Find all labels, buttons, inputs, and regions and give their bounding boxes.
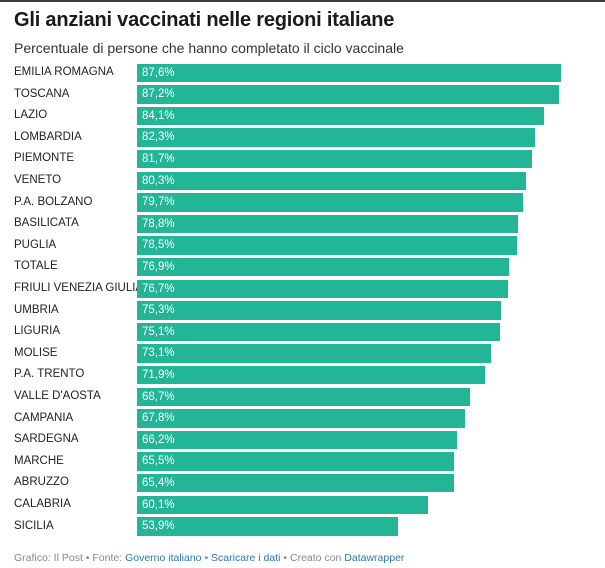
bar <box>137 257 510 277</box>
top-rule <box>0 0 605 2</box>
bar-row: P.A. TRENTO 71,9% <box>0 364 605 386</box>
bar <box>137 279 509 298</box>
footer-credit: Grafico: Il Post • Fonte: <box>14 552 126 564</box>
category-label: SARDEGNA <box>14 433 79 446</box>
value-label: 76,7% <box>142 282 175 295</box>
footer-separator: • <box>201 552 212 564</box>
value-label: 71,9% <box>142 368 175 381</box>
bar-row: BASILICATA 78,8% <box>0 213 605 235</box>
category-label: FRIULI VENEZIA GIULIA <box>14 282 144 294</box>
bar <box>137 365 485 385</box>
bar <box>137 517 398 536</box>
value-label: 79,7% <box>142 196 175 209</box>
category-label: TOTALE <box>14 260 58 273</box>
value-label: 82,3% <box>142 131 175 144</box>
bar-row: MOLISE 73,1% <box>0 343 605 365</box>
bar <box>137 473 454 493</box>
bar-row: LOMBARDIA 82,3% <box>0 127 605 149</box>
category-label: UMBRIA <box>14 303 59 316</box>
bar <box>137 85 560 104</box>
bar-row: UMBRIA 75,3% <box>0 300 605 322</box>
category-label: CAMPANIA <box>14 411 74 424</box>
value-label: 76,9% <box>142 260 175 273</box>
bar <box>137 322 501 342</box>
category-label: LAZIO <box>14 109 48 122</box>
value-label: 78,5% <box>142 239 175 252</box>
bar-chart: EMILIA ROMAGNA 87,6% TOSCANA 87,2% LAZIO 84,1… <box>0 62 605 542</box>
bar <box>137 452 455 471</box>
bar <box>137 236 517 255</box>
category-label: EMILIA ROMAGNA <box>14 66 114 78</box>
bar-row: FRIULI VENEZIA GIULIA 76,7% <box>0 278 605 300</box>
category-label: SICILIA <box>14 519 54 532</box>
bar-row: MARCHE 65,5% <box>0 451 605 473</box>
chart-title: Gli anziani vaccinati nelle regioni ital… <box>14 9 395 31</box>
datawrapper-link[interactable]: Datawrapper <box>344 552 405 564</box>
download-data-link[interactable]: Scaricare i dati <box>211 552 281 564</box>
value-label: 67,8% <box>142 412 175 425</box>
value-label: 87,6% <box>142 66 175 79</box>
chart-footer: Grafico: Il Post • Fonte: Governo italia… <box>14 552 404 564</box>
bar-row: LAZIO 84,1% <box>0 105 605 127</box>
bar-row: CALABRIA 60,1% <box>0 494 605 516</box>
bar <box>137 430 458 450</box>
category-label: LIGURIA <box>14 325 61 338</box>
bar <box>137 171 526 190</box>
bar-row: TOSCANA 87,2% <box>0 84 605 106</box>
bar-row: CAMPANIA 67,8% <box>0 408 605 430</box>
value-label: 66,2% <box>142 433 175 446</box>
bar-row: VENETO 80,3% <box>0 170 605 192</box>
value-label: 53,9% <box>142 520 175 533</box>
category-label: PUGLIA <box>14 238 57 251</box>
category-label: P.A. BOLZANO <box>14 195 93 208</box>
bar <box>137 409 466 428</box>
value-label: 81,7% <box>142 152 175 165</box>
value-label: 75,3% <box>142 304 175 317</box>
bar-row: PUGLIA 78,5% <box>0 235 605 257</box>
bar-row: TOTALE 76,9% <box>0 256 605 278</box>
value-label: 60,1% <box>142 498 175 511</box>
value-label: 78,8% <box>142 217 175 230</box>
bar <box>137 301 502 320</box>
category-label: ABRUZZO <box>14 476 69 489</box>
category-label: VALLE D'AOSTA <box>14 390 101 402</box>
bar-row: SICILIA 53,9% <box>0 516 605 538</box>
category-label: BASILICATA <box>14 217 79 230</box>
category-label: TOSCANA <box>14 87 70 100</box>
bar <box>137 387 470 406</box>
category-label: CALABRIA <box>14 498 71 510</box>
bar-row: ABRUZZO 65,4% <box>0 472 605 494</box>
value-label: 68,7% <box>142 390 175 403</box>
bar-row: LIGURIA 75,1% <box>0 321 605 343</box>
value-label: 65,5% <box>142 455 175 468</box>
category-label: MARCHE <box>14 454 64 467</box>
bar-row: SARDEGNA 66,2% <box>0 429 605 451</box>
bar <box>137 106 545 126</box>
value-label: 75,1% <box>142 325 175 338</box>
bar <box>137 344 491 363</box>
bar <box>137 149 533 169</box>
footer-created-with: • Creato con <box>280 552 345 564</box>
bar-row: EMILIA ROMAGNA 87,6% <box>0 62 605 84</box>
bar-row: VALLE D'AOSTA 68,7% <box>0 386 605 408</box>
source-link[interactable]: Governo italiano <box>125 552 202 564</box>
bar-row: PIEMONTE 81,7% <box>0 148 605 170</box>
value-label: 84,1% <box>142 109 175 122</box>
category-label: LOMBARDIA <box>14 130 82 143</box>
value-label: 80,3% <box>142 174 175 187</box>
category-label: VENETO <box>14 174 62 186</box>
bar <box>137 63 561 82</box>
bar <box>137 193 523 212</box>
category-label: MOLISE <box>14 346 58 359</box>
value-label: 65,4% <box>142 476 175 489</box>
category-label: P.A. TRENTO <box>14 368 85 381</box>
chart-subtitle: Percentuale di persone che hanno complet… <box>14 40 404 56</box>
bar <box>137 128 536 147</box>
value-label: 87,2% <box>142 88 175 101</box>
category-label: PIEMONTE <box>14 152 75 165</box>
bar <box>137 495 428 514</box>
value-label: 73,1% <box>142 347 175 360</box>
bar-row: P.A. BOLZANO 79,7% <box>0 192 605 214</box>
bar <box>137 214 519 234</box>
